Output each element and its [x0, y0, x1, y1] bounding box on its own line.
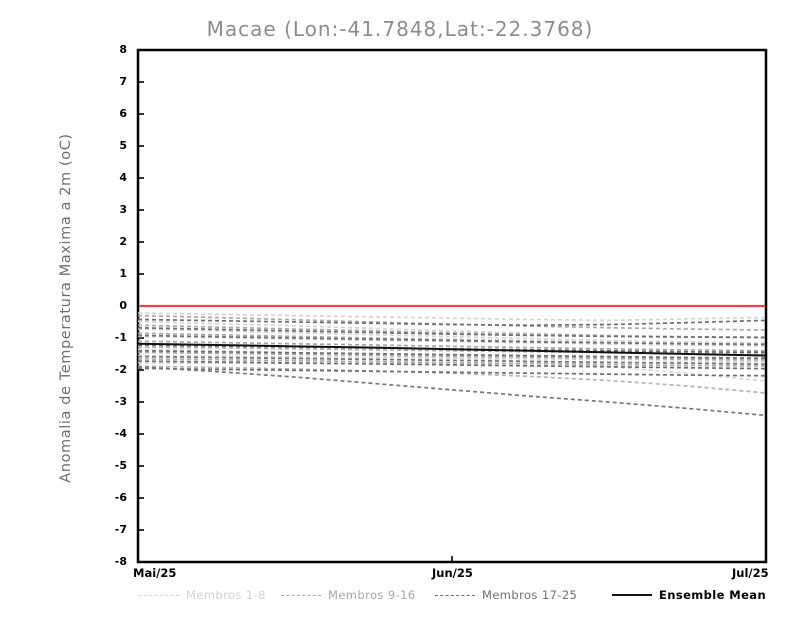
y-tick-label: 0 — [119, 299, 127, 312]
legend-swatch-icon — [435, 594, 475, 596]
ensemble-mean-line — [137, 342, 767, 357]
member-line — [137, 312, 767, 322]
x-tick-label: Mai/25 — [133, 566, 177, 580]
y-tick-label: 5 — [119, 139, 127, 152]
y-tick-label: -5 — [114, 459, 127, 472]
y-tick-label: -2 — [114, 363, 127, 376]
y-tick-label: -6 — [114, 491, 127, 504]
y-tick-label: 6 — [119, 107, 127, 120]
y-tick-label: 8 — [119, 43, 127, 56]
legend-label: Ensemble Mean — [659, 588, 767, 602]
legend-label: Membros 17-25 — [482, 588, 578, 602]
chart-title: Macae (Lon:-41.7848,Lat:-22.3768) — [206, 17, 594, 41]
y-tick-label: -8 — [114, 555, 127, 568]
y-tick-label: -1 — [114, 331, 127, 344]
y-tick-label: 2 — [119, 235, 127, 248]
y-tick-label: -4 — [114, 427, 127, 440]
legend-label: Membros 9-16 — [328, 588, 416, 602]
legend-item[interactable]: Ensemble Mean — [612, 586, 766, 604]
y-tick-label: 3 — [119, 203, 127, 216]
legend-swatch-icon — [281, 594, 321, 596]
chart-legend: Membros 1-8 Membros 9-16 Membros 17-25 Ense… — [0, 586, 800, 606]
legend-item[interactable]: Membros 17-25 — [435, 586, 577, 604]
y-tick-label: -7 — [114, 523, 127, 536]
y-tick-label: 7 — [119, 75, 127, 88]
legend-label: Membros 1-8 — [186, 588, 266, 602]
legend-swatch-icon — [612, 594, 652, 596]
legend-item[interactable]: Membros 9-16 — [281, 586, 416, 604]
legend-swatch-icon — [139, 594, 179, 596]
legend-item[interactable]: Membros 1-8 — [139, 586, 266, 604]
y-tick-label: -3 — [114, 395, 127, 408]
y-tick-label: 4 — [119, 171, 127, 184]
x-tick-label: Jul/25 — [732, 566, 769, 580]
x-tick-label: Jun/25 — [432, 566, 473, 580]
y-tick-label: 1 — [119, 267, 127, 280]
